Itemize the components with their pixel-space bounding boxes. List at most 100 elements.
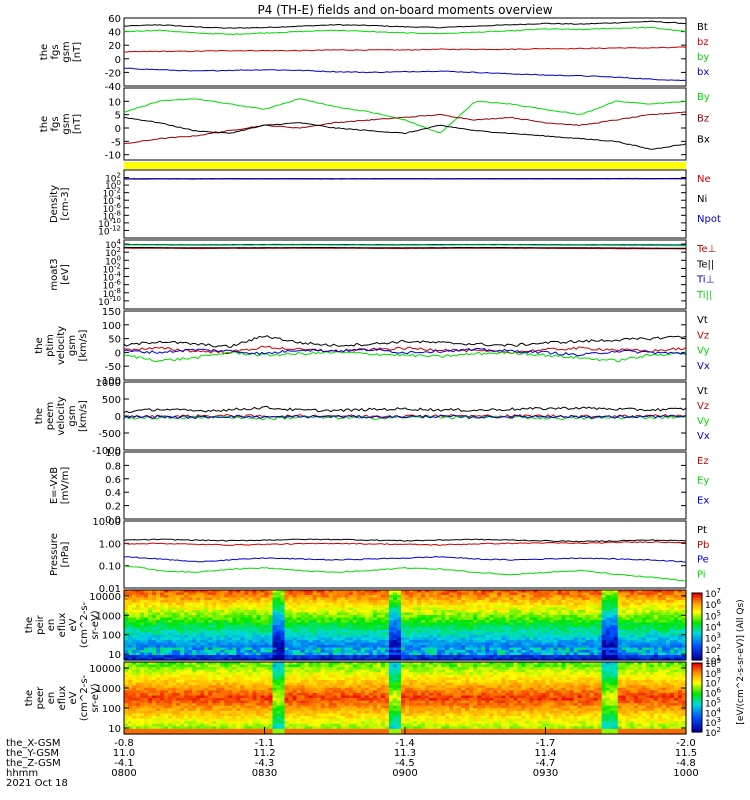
spectrogram-cell xyxy=(184,595,189,599)
spectrogram-cell xyxy=(364,642,370,646)
spectrogram-cell xyxy=(152,655,157,659)
spectrogram-cell xyxy=(132,627,137,631)
spectrogram-cell xyxy=(677,605,683,609)
spectrogram-cell xyxy=(400,632,406,636)
spectrogram-cell xyxy=(224,690,229,694)
spectrogram-cell xyxy=(441,610,446,614)
spectrogram-cell xyxy=(296,612,302,616)
spectrogram-cell xyxy=(585,632,591,636)
spectrogram-cell xyxy=(509,625,514,629)
spectrogram-cell xyxy=(296,617,302,621)
spectrogram-cell xyxy=(168,713,173,717)
spectrogram-cell xyxy=(481,632,486,636)
spectrogram-cell xyxy=(192,685,197,689)
series-line-Vx xyxy=(123,414,687,420)
spectrogram-cell xyxy=(232,595,237,599)
spectrogram-cell xyxy=(164,710,169,715)
spectrogram-cell xyxy=(188,698,193,702)
legend-Vy: Vy xyxy=(697,346,710,357)
spectrogram-cell xyxy=(352,595,358,599)
spectrogram-cell xyxy=(336,600,342,604)
spectrogram-cell xyxy=(593,605,599,609)
spectrogram-cell xyxy=(501,627,506,631)
spectrogram-cell xyxy=(152,664,157,668)
spectrogram-cell xyxy=(605,657,611,661)
spectrogram-cell xyxy=(200,655,205,659)
spectrogram-cell xyxy=(208,602,213,606)
spectrogram-cell xyxy=(172,647,177,651)
spectrogram-cell xyxy=(509,657,514,661)
spectrogram-cell xyxy=(641,595,647,599)
spectrogram-cell xyxy=(292,652,298,656)
spectrogram-cell xyxy=(276,617,282,621)
spectrogram-cell xyxy=(413,615,418,619)
spectrogram-cell xyxy=(376,597,382,601)
spectrogram-cell xyxy=(128,695,133,699)
spectrogram-cell xyxy=(220,716,225,720)
spectrogram-cell xyxy=(336,630,342,634)
spectrogram-cell xyxy=(324,602,330,606)
spectrogram-cell xyxy=(461,607,466,611)
spectrogram-cell xyxy=(232,721,237,725)
spectrogram-cell xyxy=(533,622,539,626)
spectrogram-cell xyxy=(348,627,354,631)
spectrogram-cell xyxy=(641,620,647,624)
series-line-Pt xyxy=(123,538,687,543)
spectrogram-cell xyxy=(388,612,394,616)
spectrogram-cell xyxy=(168,610,173,614)
spectrogram-cell xyxy=(653,637,659,641)
spectrogram-cell xyxy=(417,630,422,634)
spectrogram-cell xyxy=(661,610,667,614)
spectrogram-cell xyxy=(372,627,378,631)
spectrogram-cell xyxy=(168,650,173,654)
spectrogram-cell xyxy=(236,685,242,689)
spectrogram-cell xyxy=(124,622,129,626)
spectrogram-cell xyxy=(200,630,205,634)
spectrogram-cell xyxy=(453,597,458,601)
spectrogram-cell xyxy=(224,721,229,725)
spectrogram-cell xyxy=(212,710,217,715)
spectrogram-cell xyxy=(421,637,426,641)
spectrogram-cell xyxy=(280,655,286,659)
spectrogram-cell xyxy=(160,615,165,619)
spectrogram-cell xyxy=(236,640,242,644)
spectrogram-cell xyxy=(585,630,591,634)
y-axis-label: [nT] xyxy=(72,114,83,134)
spectrogram-cell xyxy=(457,645,462,649)
spectrogram-cell xyxy=(276,652,282,656)
spectrogram-cell xyxy=(236,674,242,679)
spectrogram-cell xyxy=(497,610,502,614)
spectrogram-cell xyxy=(188,640,193,644)
spectrogram-cell xyxy=(421,620,426,624)
spectrogram-cell xyxy=(340,652,346,656)
spectrogram-cell xyxy=(533,627,539,631)
spectrogram-cell xyxy=(168,685,173,689)
spectrogram-cell xyxy=(280,607,286,611)
spectrogram-cell xyxy=(280,657,286,661)
spectrogram-cell xyxy=(300,645,306,649)
spectrogram-cell xyxy=(204,672,209,676)
spectrogram-cell xyxy=(545,590,551,594)
spectrogram-cell xyxy=(288,630,294,634)
spectrogram-cell xyxy=(344,592,350,596)
spectrogram-cell xyxy=(152,592,157,596)
spectrogram-cell xyxy=(140,597,145,601)
spectrogram-cell xyxy=(140,600,145,604)
spectrogram-cell xyxy=(429,635,434,639)
spectrogram-cell xyxy=(605,590,611,594)
spectrogram-cell xyxy=(244,655,250,659)
spectrogram-cell xyxy=(561,620,567,624)
spectrogram-cell xyxy=(180,682,185,686)
spectrogram-cell xyxy=(124,685,129,689)
spectrogram-cell xyxy=(232,718,237,722)
spectrogram-cell xyxy=(372,592,378,596)
spectrogram-cell xyxy=(192,728,197,733)
spectrogram-cell xyxy=(128,590,133,594)
spectrogram-cell xyxy=(288,627,294,631)
spectrogram-cell xyxy=(304,612,310,616)
spectrogram-cell xyxy=(332,627,338,631)
spectrogram-cell xyxy=(380,640,386,644)
spectrogram-cell xyxy=(156,650,161,654)
spectrogram-cell xyxy=(180,680,185,684)
spectrogram-cell xyxy=(368,657,374,661)
